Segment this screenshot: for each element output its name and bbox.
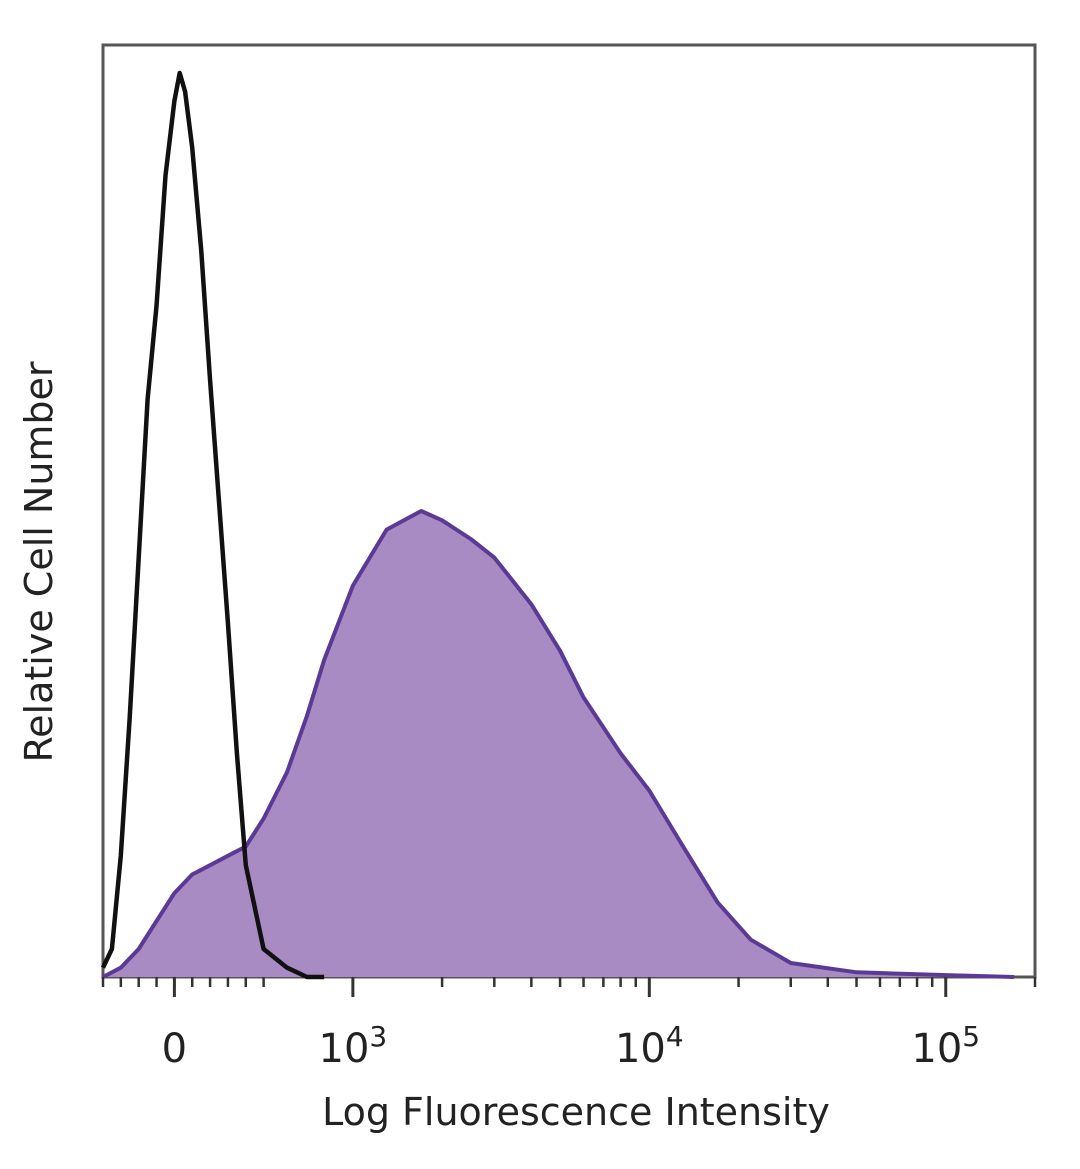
series-layer	[100, 70, 1015, 980]
x-axis-title: Log Fluorescence Intensity	[322, 1090, 830, 1134]
y-axis-title: Relative Cell Number	[17, 361, 61, 762]
x-tick-label: 0	[162, 1026, 187, 1072]
series-0-line	[100, 70, 325, 980]
x-axis: 0 103 104 105	[101, 977, 1037, 1072]
x-tick-label: 105	[911, 1020, 980, 1072]
x-tick-label: 104	[615, 1020, 684, 1072]
series-1-area	[103, 511, 1015, 977]
x-tick-label: 103	[319, 1020, 388, 1072]
series-1-line	[102, 509, 1015, 979]
